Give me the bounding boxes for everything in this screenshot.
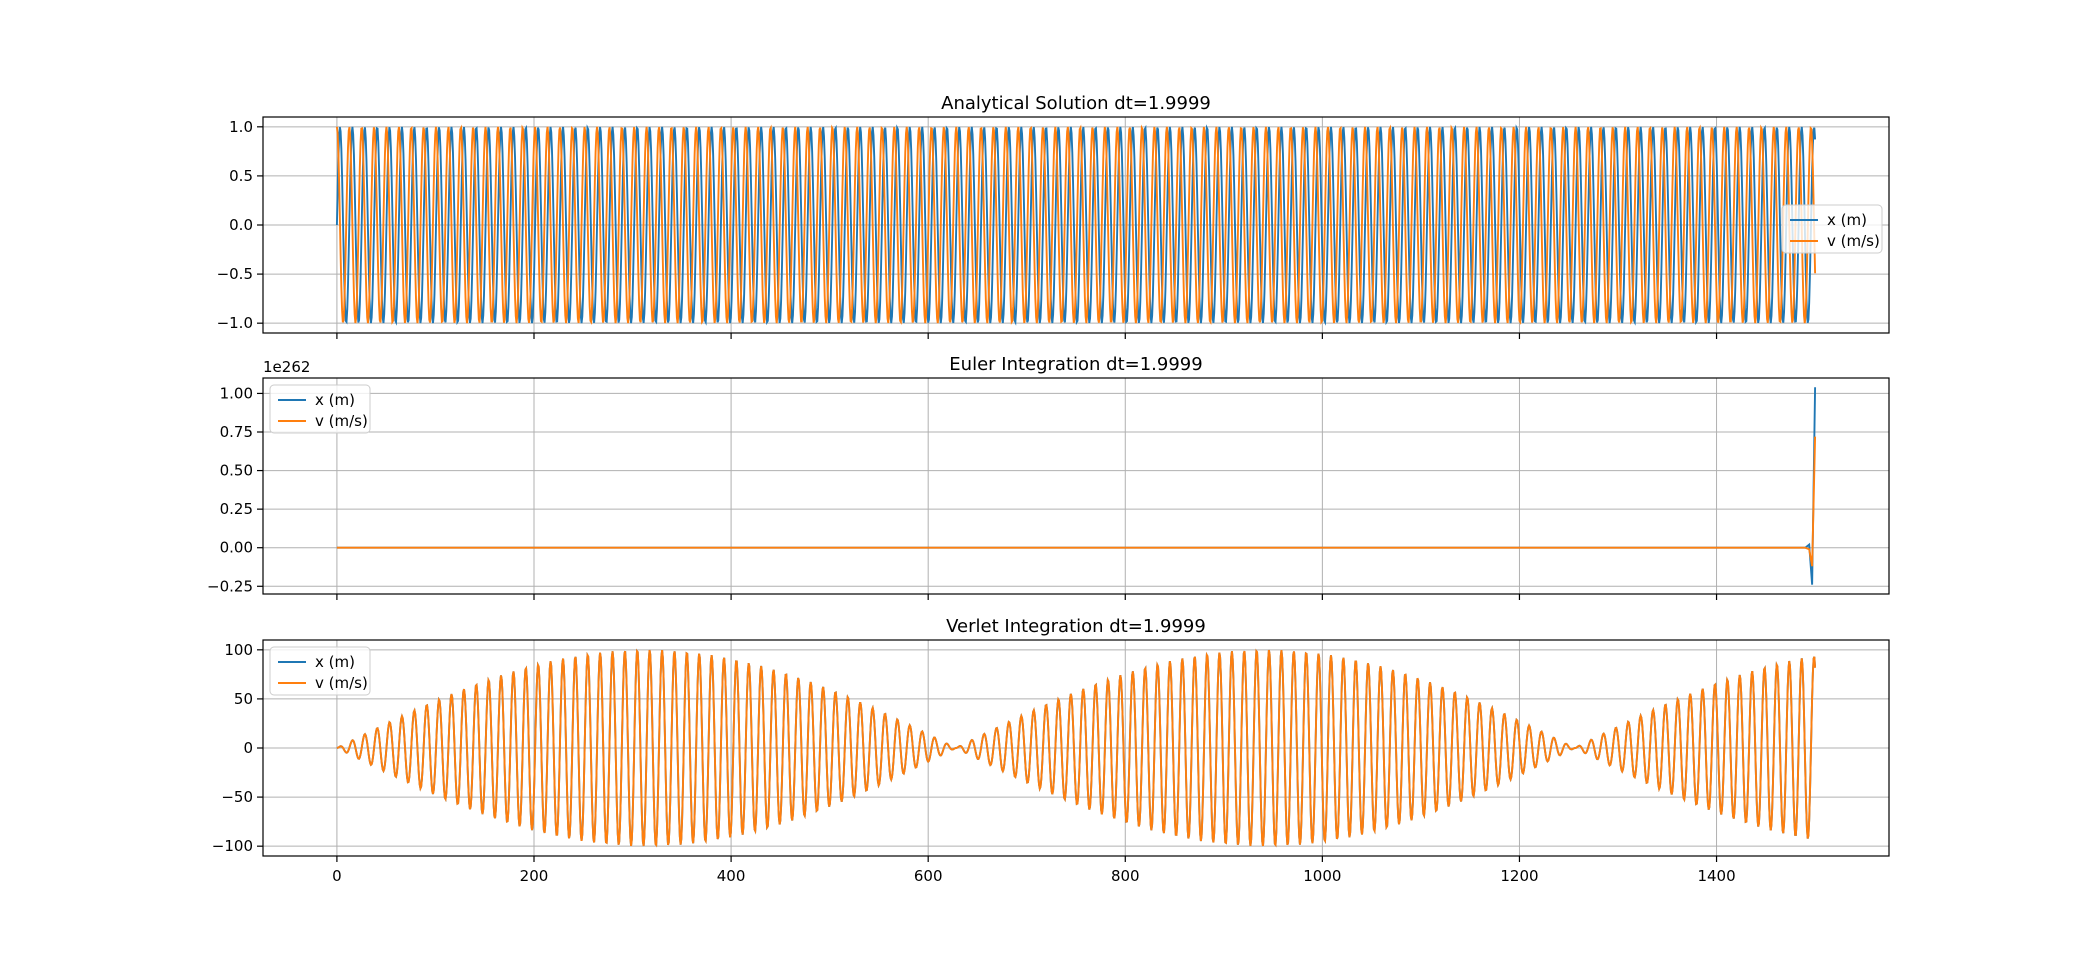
y-tick-label: 0.0	[229, 216, 253, 234]
series-line-v	[336, 436, 1817, 567]
x-tick-label: 600	[914, 867, 943, 885]
y-tick-label: 1.00	[220, 384, 253, 402]
series-line-v	[336, 648, 1817, 848]
chart-title: Verlet Integration dt=1.9999	[946, 616, 1206, 637]
y-tick-label: 0	[243, 739, 253, 757]
x-tick-label: 1000	[1303, 867, 1341, 885]
legend-label: v (m/s)	[1827, 232, 1880, 250]
legend: x (m) v (m/s)	[269, 646, 371, 696]
series-line-v	[335, 124, 1817, 325]
subplot-2: −0.25 0.00 0.25 0.50 0.75 1.00 1e262 Euler Inte…	[207, 354, 1890, 600]
y-tick-label: −0.5	[217, 265, 253, 283]
y-tick-label: 0.75	[220, 423, 253, 441]
chart-title: Analytical Solution dt=1.9999	[941, 93, 1211, 114]
y-tick-label: 0.25	[220, 500, 253, 518]
x-tick-label: 1200	[1500, 867, 1538, 885]
legend-label: v (m/s)	[315, 412, 368, 430]
series-line-x	[336, 387, 1817, 585]
x-tick-label: 400	[717, 867, 746, 885]
series-line-x	[335, 124, 1817, 326]
x-tick-label: 800	[1111, 867, 1140, 885]
y-tick-label: −50	[221, 788, 253, 806]
x-tick-label: 200	[520, 867, 549, 885]
y-tick-label: 0.5	[229, 167, 253, 185]
legend: x (m) v (m/s)	[269, 384, 371, 434]
y-tick-label: −0.25	[207, 577, 253, 595]
plot-frame	[262, 377, 1890, 595]
legend: x (m) v (m/s)	[1781, 204, 1883, 254]
y-tick-label: 100	[224, 641, 253, 659]
y-tick-label: 1.0	[229, 118, 253, 136]
legend-label: x (m)	[1827, 211, 1867, 229]
legend-label: v (m/s)	[315, 674, 368, 692]
y-tick-label: 0.00	[220, 539, 253, 557]
legend-label: x (m)	[315, 653, 355, 671]
y-tick-label: −100	[212, 837, 253, 855]
y-tick-label: −1.0	[217, 314, 253, 332]
y-tick-label: 0.50	[220, 462, 253, 480]
x-tick-label: 1400	[1697, 867, 1735, 885]
subplot-1: −1.0 −0.5 0.0 0.5 1.0 Analytical Solution dt=…	[217, 93, 1890, 339]
y-tick-label: 50	[234, 690, 253, 708]
chart-title: Euler Integration dt=1.9999	[949, 354, 1202, 375]
legend-label: x (m)	[315, 391, 355, 409]
x-tick-label: 0	[332, 867, 342, 885]
y-offset-label: 1e262	[263, 358, 310, 376]
